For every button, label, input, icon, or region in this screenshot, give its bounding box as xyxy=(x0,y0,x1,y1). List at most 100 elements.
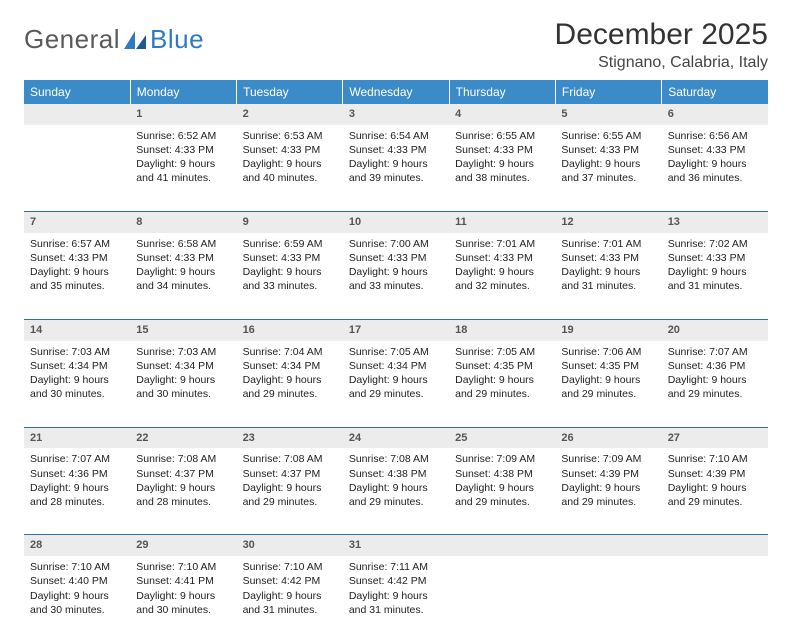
sunrise-text: Sunrise: 6:52 AM xyxy=(136,129,230,143)
day2-text: and 37 minutes. xyxy=(561,171,655,185)
day-cell: Sunrise: 7:08 AMSunset: 4:38 PMDaylight:… xyxy=(343,449,449,535)
day-cell: Sunrise: 6:53 AMSunset: 4:33 PMDaylight:… xyxy=(237,125,343,211)
day2-text: and 30 minutes. xyxy=(136,603,230,617)
calendar-table: Sunday Monday Tuesday Wednesday Thursday… xyxy=(24,80,768,643)
month-title: December 2025 xyxy=(555,18,768,52)
day-cell: Sunrise: 7:06 AMSunset: 4:35 PMDaylight:… xyxy=(555,341,661,427)
day-number-row: 123456 xyxy=(24,104,768,125)
day1-text: Daylight: 9 hours xyxy=(30,481,124,495)
sunrise-text: Sunrise: 6:59 AM xyxy=(243,237,337,251)
day1-text: Daylight: 9 hours xyxy=(136,481,230,495)
day-cell: Sunrise: 7:04 AMSunset: 4:34 PMDaylight:… xyxy=(237,341,343,427)
day1-text: Daylight: 9 hours xyxy=(243,481,337,495)
day-cell: Sunrise: 7:10 AMSunset: 4:41 PMDaylight:… xyxy=(130,557,236,643)
day2-text: and 29 minutes. xyxy=(561,387,655,401)
day-cell: Sunrise: 7:01 AMSunset: 4:33 PMDaylight:… xyxy=(555,233,661,319)
day-cell xyxy=(24,125,130,211)
sunset-text: Sunset: 4:35 PM xyxy=(455,359,549,373)
day-number-cell: 9 xyxy=(237,211,343,233)
day1-text: Daylight: 9 hours xyxy=(30,265,124,279)
page-header: General Blue December 2025 Stignano, Cal… xyxy=(24,18,768,72)
day-number-cell: 15 xyxy=(130,319,236,341)
day-number-cell: 7 xyxy=(24,211,130,233)
calendar-body: 123456Sunrise: 6:52 AMSunset: 4:33 PMDay… xyxy=(24,104,768,643)
day1-text: Daylight: 9 hours xyxy=(455,265,549,279)
day-cell: Sunrise: 7:03 AMSunset: 4:34 PMDaylight:… xyxy=(130,341,236,427)
brand-word-2: Blue xyxy=(150,24,204,55)
sunrise-text: Sunrise: 7:07 AM xyxy=(30,452,124,466)
day1-text: Daylight: 9 hours xyxy=(349,157,443,171)
sunrise-text: Sunrise: 7:03 AM xyxy=(30,345,124,359)
sunrise-text: Sunrise: 6:57 AM xyxy=(30,237,124,251)
weekday-header: Friday xyxy=(555,80,661,104)
weekday-header: Monday xyxy=(130,80,236,104)
day2-text: and 35 minutes. xyxy=(30,279,124,293)
sunrise-text: Sunrise: 6:54 AM xyxy=(349,129,443,143)
day-cell: Sunrise: 6:55 AMSunset: 4:33 PMDaylight:… xyxy=(449,125,555,211)
day-cell: Sunrise: 7:09 AMSunset: 4:39 PMDaylight:… xyxy=(555,449,661,535)
day-number-cell: 8 xyxy=(130,211,236,233)
day1-text: Daylight: 9 hours xyxy=(349,481,443,495)
sunrise-text: Sunrise: 7:01 AM xyxy=(455,237,549,251)
day-number-cell: 27 xyxy=(662,427,768,449)
sunset-text: Sunset: 4:33 PM xyxy=(561,251,655,265)
day2-text: and 39 minutes. xyxy=(349,171,443,185)
sunrise-text: Sunrise: 7:04 AM xyxy=(243,345,337,359)
day-number-cell: 5 xyxy=(555,104,661,125)
day-cell: Sunrise: 7:01 AMSunset: 4:33 PMDaylight:… xyxy=(449,233,555,319)
day-number-cell: 26 xyxy=(555,427,661,449)
sunset-text: Sunset: 4:33 PM xyxy=(561,143,655,157)
day-number-cell xyxy=(24,104,130,125)
day-cell: Sunrise: 7:09 AMSunset: 4:38 PMDaylight:… xyxy=(449,449,555,535)
weekday-header: Wednesday xyxy=(343,80,449,104)
day-number-cell: 3 xyxy=(343,104,449,125)
sunset-text: Sunset: 4:39 PM xyxy=(668,467,762,481)
day1-text: Daylight: 9 hours xyxy=(455,157,549,171)
day-cell xyxy=(555,557,661,643)
day-number-cell xyxy=(449,535,555,557)
day-cell: Sunrise: 7:08 AMSunset: 4:37 PMDaylight:… xyxy=(130,449,236,535)
day-number-cell: 2 xyxy=(237,104,343,125)
day-number-cell: 29 xyxy=(130,535,236,557)
day2-text: and 38 minutes. xyxy=(455,171,549,185)
day1-text: Daylight: 9 hours xyxy=(561,157,655,171)
day-number-cell: 10 xyxy=(343,211,449,233)
weekday-header: Sunday xyxy=(24,80,130,104)
sunset-text: Sunset: 4:42 PM xyxy=(243,574,337,588)
day-cell: Sunrise: 6:55 AMSunset: 4:33 PMDaylight:… xyxy=(555,125,661,211)
day-number-cell: 4 xyxy=(449,104,555,125)
day-cell: Sunrise: 6:59 AMSunset: 4:33 PMDaylight:… xyxy=(237,233,343,319)
day2-text: and 28 minutes. xyxy=(136,495,230,509)
sunset-text: Sunset: 4:34 PM xyxy=(349,359,443,373)
day-cell: Sunrise: 6:52 AMSunset: 4:33 PMDaylight:… xyxy=(130,125,236,211)
sunset-text: Sunset: 4:42 PM xyxy=(349,574,443,588)
day2-text: and 40 minutes. xyxy=(243,171,337,185)
sunrise-text: Sunrise: 6:56 AM xyxy=(668,129,762,143)
day-number-cell: 18 xyxy=(449,319,555,341)
day1-text: Daylight: 9 hours xyxy=(243,373,337,387)
sunset-text: Sunset: 4:33 PM xyxy=(136,143,230,157)
day2-text: and 33 minutes. xyxy=(349,279,443,293)
brand-logo: General Blue xyxy=(24,18,204,55)
day-number-cell: 17 xyxy=(343,319,449,341)
title-block: December 2025 Stignano, Calabria, Italy xyxy=(555,18,768,72)
day2-text: and 29 minutes. xyxy=(243,387,337,401)
day-number-row: 14151617181920 xyxy=(24,319,768,341)
day1-text: Daylight: 9 hours xyxy=(136,265,230,279)
day-number-cell: 14 xyxy=(24,319,130,341)
day-cell: Sunrise: 7:10 AMSunset: 4:42 PMDaylight:… xyxy=(237,557,343,643)
day-content-row: Sunrise: 7:10 AMSunset: 4:40 PMDaylight:… xyxy=(24,557,768,643)
day2-text: and 34 minutes. xyxy=(136,279,230,293)
day-number-row: 28293031 xyxy=(24,535,768,557)
day-number-cell: 31 xyxy=(343,535,449,557)
day-number-cell: 1 xyxy=(130,104,236,125)
sunset-text: Sunset: 4:36 PM xyxy=(30,467,124,481)
sunset-text: Sunset: 4:34 PM xyxy=(30,359,124,373)
sunrise-text: Sunrise: 7:01 AM xyxy=(561,237,655,251)
sunrise-text: Sunrise: 7:05 AM xyxy=(349,345,443,359)
day1-text: Daylight: 9 hours xyxy=(30,373,124,387)
day-number-row: 21222324252627 xyxy=(24,427,768,449)
weekday-header: Thursday xyxy=(449,80,555,104)
sunrise-text: Sunrise: 7:08 AM xyxy=(349,452,443,466)
day1-text: Daylight: 9 hours xyxy=(561,373,655,387)
